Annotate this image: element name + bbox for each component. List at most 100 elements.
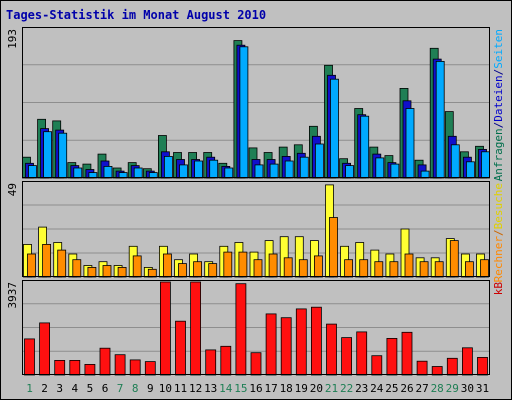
bar-seiten-day-14 [224, 167, 234, 179]
x-tick-label-day-28: 28 [431, 382, 444, 395]
bar-rechner-day-27 [419, 261, 429, 278]
bar-kb-day-13 [205, 349, 217, 376]
bar-rechner-day-1 [27, 253, 36, 278]
bar-kb-day-9 [144, 361, 156, 376]
bar-rechner-day-19 [298, 259, 308, 278]
bar-rechner-day-10 [162, 253, 172, 278]
panel-3-legend: kB [492, 282, 505, 296]
bar-seiten-day-3 [58, 132, 68, 179]
bar-seiten-day-12 [194, 160, 204, 179]
bar-seiten-day-23 [360, 115, 370, 179]
panel-2-border [22, 181, 490, 277]
bar-kb-day-23 [356, 331, 368, 376]
bar-rechner-day-15 [238, 251, 248, 278]
bar-rechner-day-8 [132, 255, 142, 278]
bar-seiten-day-27 [420, 170, 430, 179]
bar-rechner-day-7 [117, 266, 127, 278]
legend-entry: / [492, 122, 505, 129]
bar-rechner-day-5 [87, 266, 97, 278]
bar-kb-day-22 [341, 337, 353, 376]
bar-rechner-day-17 [268, 253, 278, 278]
bar-kb-day-15 [235, 283, 247, 376]
x-tick-label-day-3: 3 [56, 382, 63, 395]
x-tick-label-day-5: 5 [87, 382, 94, 395]
bar-rechner-day-18 [283, 257, 293, 278]
panel-1-legend: Anfragen/Dateien/Seiten [492, 29, 505, 181]
bar-seiten-day-1 [28, 165, 37, 179]
bar-kb-day-20 [310, 306, 322, 376]
bar-rechner-day-21 [329, 217, 338, 278]
legend-entry: / [492, 69, 505, 76]
x-tick-label-day-6: 6 [102, 382, 109, 395]
bar-seiten-day-16 [254, 164, 264, 179]
bar-seiten-day-8 [133, 167, 143, 179]
bar-kb-day-17 [265, 313, 277, 376]
x-tick-label-day-16: 16 [249, 382, 262, 395]
x-tick-label-day-21: 21 [325, 382, 338, 395]
bar-rechner-day-25 [389, 261, 399, 278]
bar-kb-day-21 [326, 323, 337, 376]
bar-seiten-day-2 [43, 131, 52, 179]
bar-kb-day-29 [446, 357, 458, 376]
bar-seiten-day-31 [481, 151, 490, 179]
bar-kb-day-28 [431, 366, 443, 376]
bar-kb-day-4 [69, 359, 81, 376]
bar-seiten-day-18 [284, 160, 294, 179]
bar-kb-day-16 [250, 352, 262, 376]
bar-kb-day-5 [84, 363, 96, 376]
chart-title: Tages-Statistik im Monat August 2010 [6, 8, 266, 22]
bar-seiten-day-24 [375, 157, 385, 179]
x-tick-label-day-25: 25 [385, 382, 398, 395]
x-tick-label-day-13: 13 [204, 382, 217, 395]
legend-entry: Besuche [492, 183, 505, 229]
bar-seiten-day-22 [345, 165, 355, 179]
bar-rechner-day-23 [359, 259, 369, 278]
bar-seiten-day-4 [73, 167, 83, 179]
panel-1-max-label: 193 [6, 29, 19, 49]
x-tick-label-day-23: 23 [355, 382, 368, 395]
bar-rechner-day-4 [72, 259, 82, 278]
x-tick-label-day-24: 24 [370, 382, 384, 395]
bar-kb-day-27 [416, 360, 428, 376]
bar-kb-day-1 [24, 338, 35, 376]
bar-rechner-day-22 [344, 259, 354, 278]
x-tick-label-day-30: 30 [461, 382, 474, 395]
bar-kb-day-7 [114, 354, 126, 376]
x-tick-label-day-27: 27 [415, 382, 428, 395]
legend-entry: Rechner [492, 236, 505, 283]
x-tick-label-day-18: 18 [280, 382, 293, 395]
bar-seiten-day-6 [103, 165, 113, 179]
bar-rechner-day-2 [42, 243, 51, 278]
x-tick-label-day-19: 19 [295, 382, 308, 395]
bar-rechner-day-11 [178, 263, 187, 278]
bar-seiten-day-26 [405, 108, 415, 179]
bar-kb-day-19 [295, 308, 307, 376]
bar-seiten-day-17 [269, 163, 279, 179]
bar-kb-day-10 [159, 281, 171, 376]
x-tick-label-day-11: 11 [174, 382, 187, 395]
x-tick-label-day-29: 29 [446, 382, 459, 395]
bar-rechner-day-31 [480, 259, 489, 278]
legend-entry: / [492, 229, 505, 236]
bar-kb-day-24 [371, 355, 383, 376]
x-tick-label-day-22: 22 [340, 382, 353, 395]
x-tick-label-day-8: 8 [132, 382, 139, 395]
x-tick-label-day-14: 14 [219, 382, 233, 395]
legend-entry: Anfragen [492, 128, 505, 181]
x-tick-label-day-10: 10 [159, 382, 172, 395]
bar-kb-day-2 [39, 322, 50, 376]
x-tick-label-day-2: 2 [41, 382, 48, 395]
bar-kb-day-14 [220, 345, 232, 376]
bar-seiten-day-29 [450, 144, 460, 179]
bar-kb-day-8 [129, 359, 141, 376]
legend-entry: Seiten [492, 29, 505, 69]
bar-rechner-day-13 [208, 263, 218, 278]
bar-seiten-day-20 [314, 143, 324, 179]
bar-seiten-day-10 [163, 155, 173, 179]
bar-kb-day-11 [175, 320, 186, 376]
bar-kb-day-3 [54, 359, 66, 376]
panel-1-border [22, 27, 490, 178]
legend-entry: kB [492, 282, 505, 296]
bar-seiten-day-25 [390, 163, 400, 179]
